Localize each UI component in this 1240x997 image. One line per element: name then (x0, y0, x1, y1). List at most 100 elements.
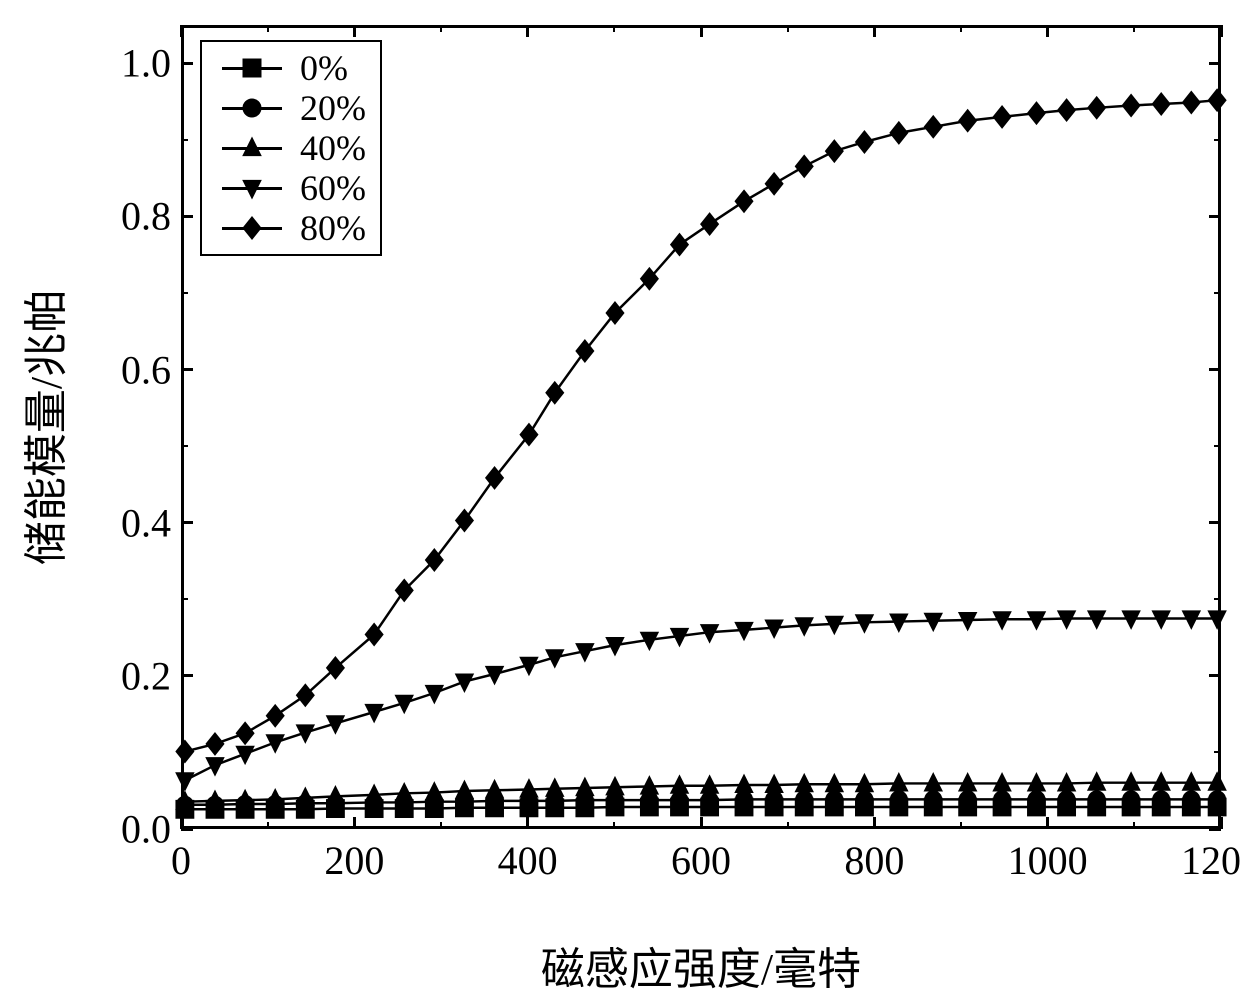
marker-diamond (326, 657, 344, 679)
square-icon (239, 55, 265, 81)
legend-label: 40% (300, 127, 366, 169)
legend-row: 80% (212, 208, 366, 248)
marker-triangle-down (1028, 612, 1046, 630)
x-minor-tick-top (1133, 25, 1135, 32)
marker-circle (766, 791, 783, 808)
legend-marker (212, 215, 292, 241)
legend-row: 20% (212, 88, 366, 128)
x-tick-mark (873, 817, 876, 829)
legend-marker (212, 55, 292, 81)
marker-circle (1058, 791, 1075, 808)
marker-triangle-up (735, 775, 753, 793)
marker-triangle-up (795, 774, 813, 792)
x-minor-tick (1133, 822, 1135, 829)
x-minor-tick-top (267, 25, 269, 32)
marker-triangle-up (1028, 773, 1046, 791)
y-minor-tick-right (1214, 445, 1221, 447)
y-tick-label: 1.0 (121, 40, 171, 87)
marker-circle (856, 791, 873, 808)
x-tick-mark-top (700, 25, 703, 37)
marker-diamond (993, 106, 1011, 128)
y-tick-mark (181, 215, 193, 218)
legend-marker (212, 135, 292, 161)
x-tick-label: 0 (171, 837, 191, 884)
y-minor-tick-right (1214, 751, 1221, 753)
marker-diamond (1088, 97, 1106, 119)
y-tick-mark (181, 674, 193, 677)
x-minor-tick-top (613, 25, 615, 32)
marker-triangle-down (1122, 611, 1140, 629)
y-tick-mark (181, 828, 193, 831)
marker-diamond (1152, 93, 1170, 115)
marker-circle (1028, 791, 1045, 808)
marker-circle (736, 791, 753, 808)
x-minor-tick-top (787, 25, 789, 32)
marker-diamond (1122, 94, 1140, 116)
marker-diamond (856, 131, 874, 153)
series-line-60% (185, 619, 1217, 781)
x-axis-label: 磁感应强度/毫特 (541, 933, 861, 997)
marker-circle (890, 791, 907, 808)
marker-diamond (825, 140, 843, 162)
marker-diamond (266, 705, 284, 727)
marker-diamond (1058, 99, 1076, 121)
marker-triangle-down (1088, 611, 1106, 629)
marker-triangle-up (959, 773, 977, 791)
x-minor-tick (440, 822, 442, 829)
marker-circle (1123, 791, 1140, 808)
y-tick-mark-right (1209, 521, 1221, 524)
x-tick-mark-top (353, 25, 356, 37)
x-tick-mark (1046, 817, 1049, 829)
legend-label: 60% (300, 167, 366, 209)
legend-label: 0% (300, 47, 348, 89)
marker-diamond (206, 733, 224, 755)
triangle-up-icon (239, 135, 265, 161)
y-minor-tick (181, 292, 188, 294)
marker-diamond (924, 116, 942, 138)
x-tick-label: 800 (844, 837, 904, 884)
marker-triangle-down (1152, 611, 1170, 629)
y-axis-label: 储能模量/兆帕 (10, 289, 74, 565)
marker-triangle-up (1208, 772, 1226, 790)
x-tick-label: 600 (671, 837, 731, 884)
marker-triangle-up (1122, 772, 1140, 790)
y-tick-mark (181, 62, 193, 65)
marker-circle (826, 791, 843, 808)
legend-label: 20% (300, 87, 366, 129)
y-minor-tick-right (1214, 598, 1221, 600)
marker-triangle-up (993, 773, 1011, 791)
marker-triangle-up (890, 773, 908, 791)
marker-diamond (1208, 89, 1226, 111)
y-tick-mark-right (1209, 368, 1221, 371)
marker-diamond (959, 110, 977, 132)
x-tick-label: 200 (324, 837, 384, 884)
marker-triangle-up (671, 775, 689, 793)
y-minor-tick-right (1214, 139, 1221, 141)
marker-circle (959, 791, 976, 808)
marker-circle (796, 791, 813, 808)
x-minor-tick-top (960, 25, 962, 32)
y-tick-mark-right (1209, 828, 1221, 831)
marker-circle (1183, 791, 1200, 808)
marker-circle (1209, 791, 1226, 808)
marker-circle (925, 791, 942, 808)
y-tick-label: 0.2 (121, 652, 171, 699)
marker-triangle-up (1152, 772, 1170, 790)
y-tick-mark-right (1209, 62, 1221, 65)
x-minor-tick-top (440, 25, 442, 32)
y-minor-tick (181, 139, 188, 141)
y-tick-mark (181, 368, 193, 371)
legend-marker (212, 95, 292, 121)
y-minor-tick (181, 445, 188, 447)
circle-icon (239, 95, 265, 121)
y-tick-mark (181, 521, 193, 524)
y-tick-label: 0.0 (121, 806, 171, 853)
triangle-down-icon (239, 175, 265, 201)
marker-diamond (735, 190, 753, 212)
x-tick-label: 1000 (1008, 837, 1088, 884)
x-minor-tick (267, 822, 269, 829)
marker-diamond (1182, 91, 1200, 113)
marker-triangle-down (206, 758, 224, 776)
x-minor-tick (960, 822, 962, 829)
marker-triangle-down (1182, 611, 1200, 629)
